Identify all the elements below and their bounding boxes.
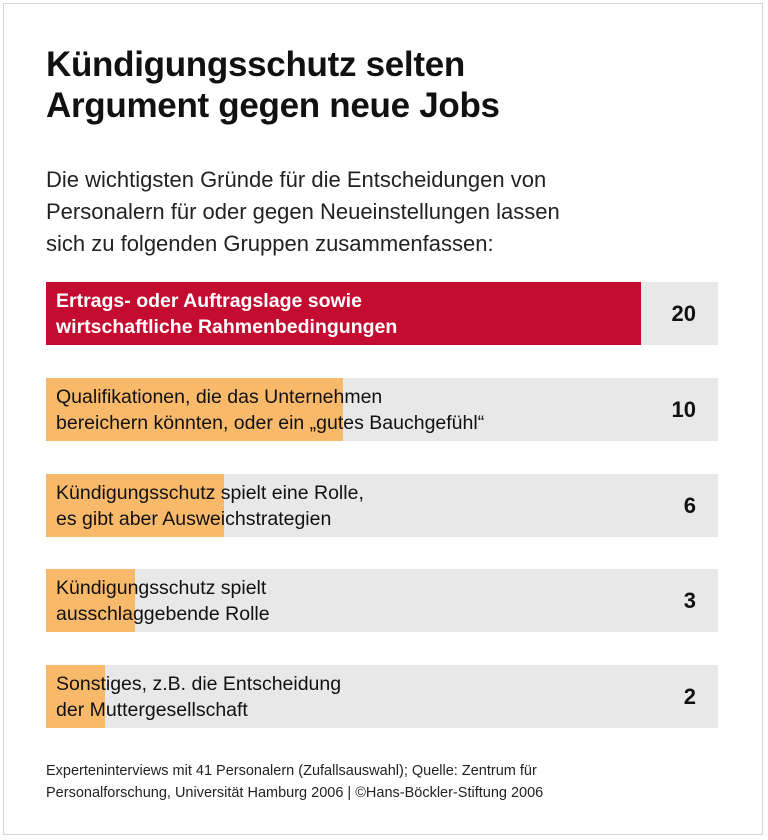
bar-row: Sonstiges, z.B. die Entscheidung der Mut…: [46, 665, 718, 728]
value-label: 6: [683, 493, 696, 518]
category-label: Kündigungsschutz spielt eine Rolle, es g…: [56, 482, 364, 530]
bar-row: Kündigungsschutz spielt eine Rolle, es g…: [46, 474, 718, 537]
bar: [46, 378, 344, 441]
value-label: 20: [671, 301, 696, 326]
bar: [46, 282, 641, 345]
chart-frame: Kündigungsschutz selten Argument gegen n…: [3, 3, 763, 835]
bar-row: Ertrags- oder Auftragslage sowie wirtsch…: [46, 282, 718, 345]
source-note: Experteninterviews mit 41 Personalern (Z…: [46, 763, 544, 801]
category-label: Kündigungsschutz spielt ausschlaggebende…: [56, 577, 270, 625]
value-label: 10: [671, 397, 696, 422]
bar: [46, 474, 225, 537]
value-label: 3: [683, 588, 696, 613]
value-label: 2: [683, 684, 696, 709]
category-label: Qualifikationen, die das Unternehmen ber…: [56, 386, 485, 434]
bar: [46, 569, 136, 632]
chart-subtitle: Die wichtigsten Gründe für die Entscheid…: [46, 167, 560, 256]
category-label: Ertrags- oder Auftragslage sowie wirtsch…: [56, 290, 398, 338]
chart-title: Kündigungsschutz selten Argument gegen n…: [46, 45, 500, 125]
bar-row: Qualifikationen, die das Unternehmen ber…: [46, 378, 718, 441]
bar-row: Kündigungsschutz spielt ausschlaggebende…: [46, 569, 718, 632]
bar: [46, 665, 106, 728]
category-label: Sonstiges, z.B. die Entscheidung der Mut…: [56, 673, 342, 721]
